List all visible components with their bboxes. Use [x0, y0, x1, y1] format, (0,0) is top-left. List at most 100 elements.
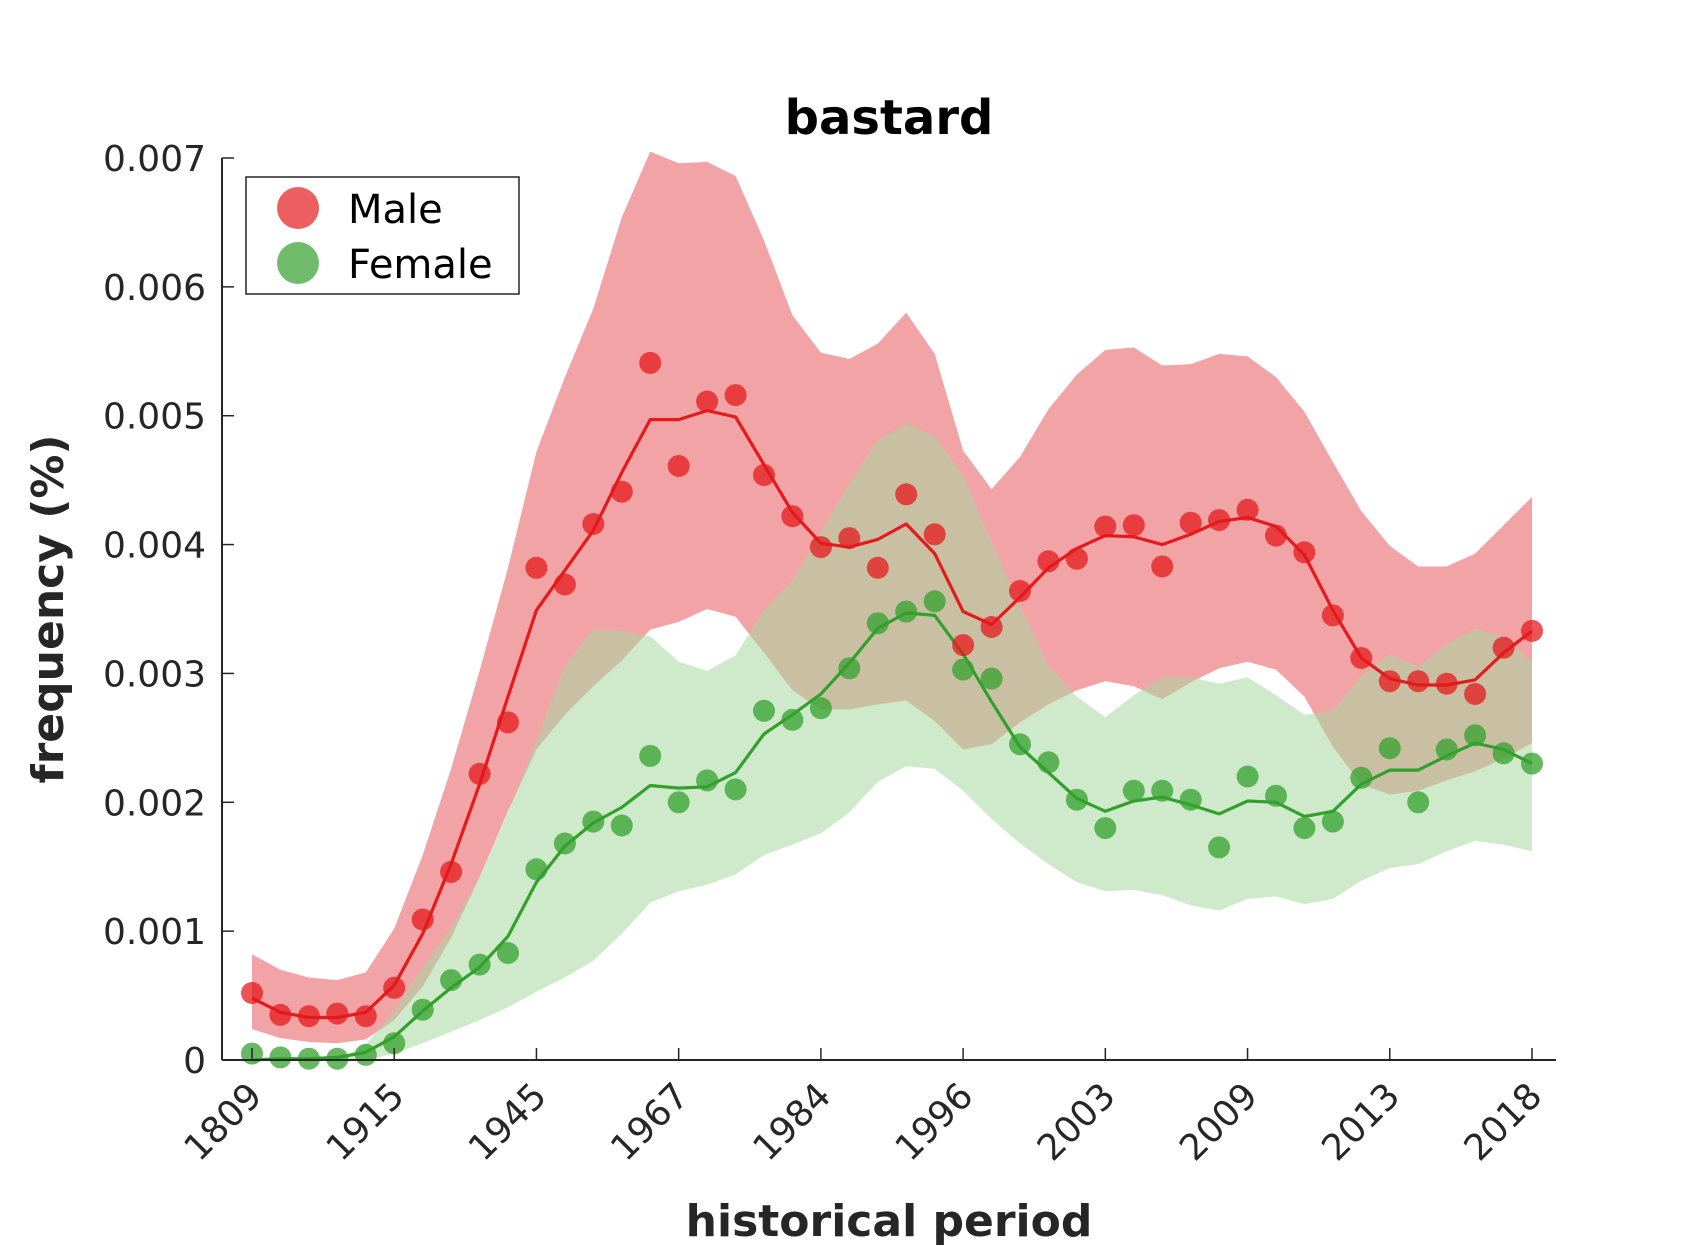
legend-label-male: Male: [348, 187, 443, 233]
y-tick-label: 0: [183, 1041, 206, 1082]
female-data-point: [1492, 742, 1515, 765]
legend-marker-male: [277, 187, 319, 229]
male-data-point: [1122, 514, 1145, 537]
male-data-point: [1407, 670, 1430, 693]
confidence-bands: [252, 151, 1532, 1060]
legend: Male Female: [245, 176, 520, 295]
female-data-point: [809, 697, 832, 720]
female-data-point: [1435, 738, 1458, 761]
male-data-point: [1151, 555, 1174, 578]
x-tick-label: 1996: [888, 1075, 982, 1169]
female-data-point: [297, 1047, 320, 1070]
y-axis-title: frequency (%): [23, 434, 74, 783]
y-tick-label: 0.005: [103, 397, 206, 438]
y-tick-label: 0.002: [103, 783, 206, 824]
female-data-point: [923, 590, 946, 613]
data-points: [241, 351, 1543, 1070]
male-data-point: [582, 513, 605, 535]
female-data-point: [326, 1047, 349, 1070]
female-data-point: [1009, 733, 1031, 756]
x-tick-label: 1984: [745, 1075, 839, 1169]
male-data-point: [241, 982, 263, 1004]
female-data-point: [952, 658, 975, 681]
male-data-point: [1009, 580, 1031, 602]
x-tick-label: 1809: [177, 1075, 271, 1169]
male-data-point: [1208, 509, 1231, 532]
female-data-point: [781, 708, 804, 731]
female-data-point: [610, 814, 633, 837]
male-data-point: [809, 536, 832, 559]
female-data-point: [1179, 788, 1202, 811]
x-tick-label: 1945: [461, 1075, 555, 1169]
y-tick-label: 0.006: [103, 268, 206, 309]
female-data-point: [1321, 810, 1344, 833]
male-data-point: [753, 464, 775, 486]
male-data-point: [411, 908, 434, 931]
x-tick-label: 2013: [1314, 1075, 1408, 1169]
male-data-point: [468, 762, 491, 785]
legend-marker-female: [277, 242, 319, 284]
female-data-point: [553, 832, 576, 855]
male-data-point: [1293, 541, 1316, 564]
male-data-point: [1179, 511, 1202, 534]
male-data-point: [1521, 619, 1543, 642]
legend-label-female: Female: [348, 242, 493, 288]
male-data-point: [326, 1002, 349, 1025]
trend-lines: [251, 409, 1533, 1062]
male-data-point: [297, 1005, 320, 1028]
female-data-point: [1350, 766, 1373, 789]
x-tick-label: 1967: [603, 1075, 697, 1169]
x-tick-label: 2003: [1030, 1075, 1124, 1169]
female-data-point: [1293, 817, 1316, 840]
male-data-point: [1492, 636, 1515, 659]
male-data-point: [923, 523, 946, 546]
male-data-point: [1037, 550, 1060, 573]
female-data-point: [1122, 779, 1145, 802]
male-data-point: [1236, 498, 1259, 521]
male-data-point: [639, 351, 662, 374]
female-data-point: [724, 778, 747, 801]
axes: [221, 158, 1556, 1061]
male-data-point: [952, 634, 975, 657]
female-data-point: [1265, 784, 1287, 807]
male-data-point: [724, 384, 747, 407]
male-data-point: [1094, 515, 1117, 538]
y-tick-label: 0.007: [103, 139, 206, 180]
female-data-point: [1521, 752, 1543, 775]
x-ticks: 1809 1915 1945 1967 1984 1996 2003 2009 2013 2018: [177, 1048, 1551, 1169]
female-data-point: [497, 942, 519, 964]
female-data-point: [667, 791, 690, 814]
female-confidence-band: [252, 423, 1532, 1060]
male-data-point: [440, 860, 463, 883]
female-data-point: [525, 858, 548, 881]
male-data-point: [1435, 672, 1458, 695]
female-data-point: [1065, 788, 1088, 811]
male-data-point: [866, 556, 889, 579]
male-data-point: [667, 455, 690, 477]
female-trend-line: [251, 611, 1533, 1062]
female-data-point: [1151, 779, 1174, 802]
female-data-point: [468, 953, 491, 976]
female-data-point: [1378, 737, 1401, 760]
male-data-point: [1321, 604, 1344, 627]
female-data-point: [440, 969, 463, 992]
male-data-point: [269, 1003, 292, 1026]
y-tick-label: 0.001: [103, 912, 206, 953]
y-tick-label: 0.003: [103, 654, 206, 695]
female-data-point: [866, 612, 889, 635]
female-data-point: [582, 810, 605, 833]
x-tick-label: 2018: [1457, 1075, 1551, 1169]
female-data-point: [639, 744, 662, 767]
female-data-point: [1094, 817, 1117, 840]
male-data-point: [1464, 683, 1487, 705]
male-data-point: [497, 711, 519, 734]
female-data-point: [269, 1046, 292, 1069]
male-data-point: [553, 573, 576, 596]
female-data-point: [383, 1032, 406, 1055]
male-data-point: [383, 976, 406, 999]
female-data-point: [1037, 751, 1060, 774]
female-data-point: [753, 699, 775, 722]
male-data-point: [525, 556, 548, 579]
female-data-point: [1464, 724, 1487, 747]
